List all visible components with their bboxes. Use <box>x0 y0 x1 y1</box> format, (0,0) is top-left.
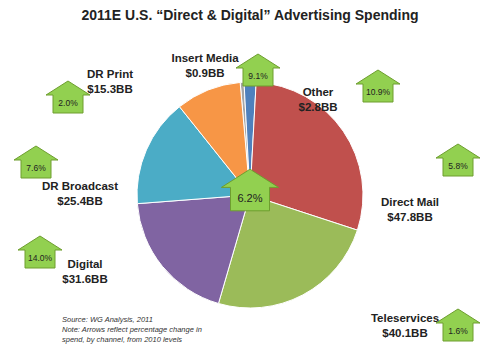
svg-text:9.1%: 9.1% <box>248 71 268 81</box>
svg-text:$0.9BB: $0.9BB <box>186 67 225 79</box>
svg-text:Source: WG Analysis, 2011: Source: WG Analysis, 2011 <box>62 315 153 324</box>
svg-text:Digital: Digital <box>67 258 102 270</box>
svg-text:$31.6BB: $31.6BB <box>62 273 107 285</box>
svg-text:1.6%: 1.6% <box>448 326 468 336</box>
svg-text:DR Print: DR Print <box>87 68 133 80</box>
svg-text:7.6%: 7.6% <box>26 163 46 173</box>
svg-text:Insert Media: Insert Media <box>171 52 239 64</box>
svg-text:$2.8BB: $2.8BB <box>299 101 338 113</box>
svg-text:2.0%: 2.0% <box>58 98 78 108</box>
svg-text:14.0%: 14.0% <box>28 253 53 263</box>
svg-text:$25.4BB: $25.4BB <box>57 195 102 207</box>
svg-text:5.8%: 5.8% <box>448 161 468 171</box>
svg-text:6.2%: 6.2% <box>237 192 262 204</box>
svg-text:spend, by channel, from 2010 l: spend, by channel, from 2010 levels <box>62 335 182 344</box>
svg-text:$47.8BB: $47.8BB <box>387 211 432 223</box>
svg-text:Direct Mail: Direct Mail <box>381 196 439 208</box>
svg-text:DR Broadcast: DR Broadcast <box>42 180 118 192</box>
svg-text:Other: Other <box>303 86 334 98</box>
svg-text:$40.1BB: $40.1BB <box>382 327 427 339</box>
svg-text:10.9%: 10.9% <box>366 87 391 97</box>
svg-text:Note: Arrows reflect percentag: Note: Arrows reflect percentage change i… <box>62 325 202 334</box>
svg-text:Teleservices: Teleservices <box>371 312 439 324</box>
svg-text:2011E U.S. “Direct & Digital”: 2011E U.S. “Direct & Digital” Advertisin… <box>81 7 418 23</box>
svg-text:$15.3BB: $15.3BB <box>87 83 132 95</box>
